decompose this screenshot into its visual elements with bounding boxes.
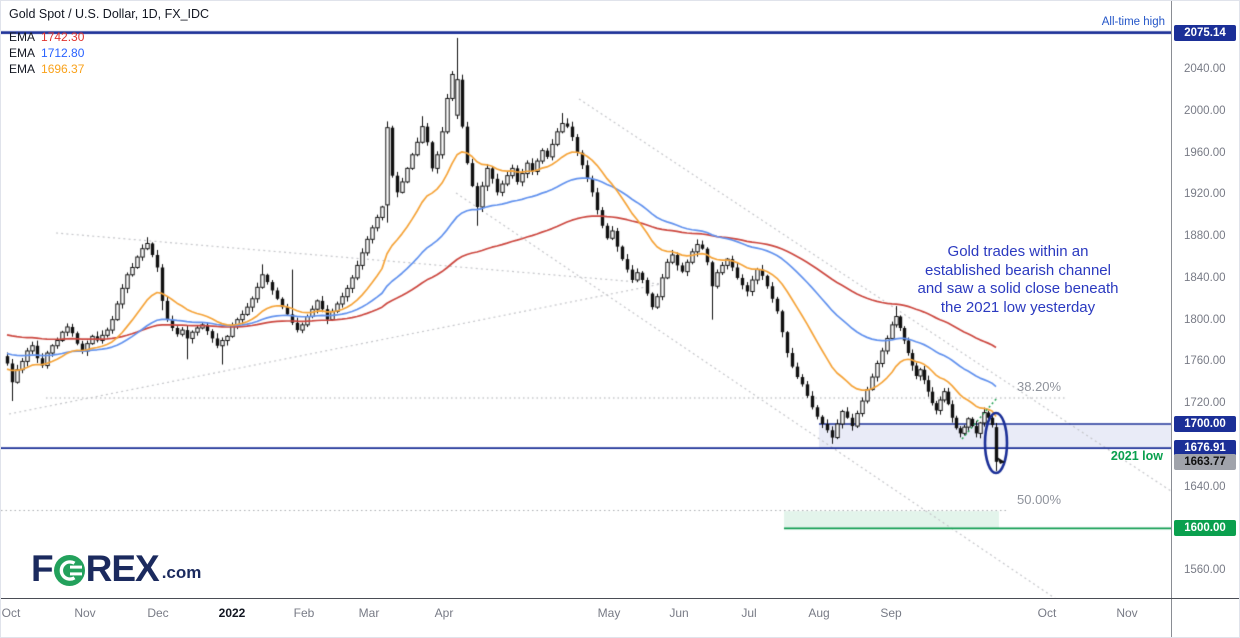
axis-horizontal-separator	[1, 598, 1239, 599]
price-badge: 1600.00	[1174, 520, 1236, 537]
ema-value: 1712.80	[41, 46, 85, 60]
time-axis-label: Dec	[147, 606, 169, 620]
chart-annotation-text[interactable]: Gold trades within an established bearis…	[898, 243, 1138, 317]
price-tick-label: 1840.00	[1184, 271, 1226, 284]
ema-legend-row[interactable]: EMA 1712.80	[9, 45, 209, 61]
time-axis-label: Oct	[1037, 606, 1057, 620]
price-badge: 1663.77	[1174, 453, 1236, 470]
axis-vertical-separator	[1171, 1, 1172, 637]
ema-value: 1742.30	[41, 30, 85, 44]
price-tick-label: 1640.00	[1184, 480, 1226, 493]
price-tick-label: 1760.00	[1184, 355, 1226, 368]
time-axis-label: Nov	[1116, 606, 1138, 620]
price-badge: 1676.91	[1174, 440, 1236, 457]
logo-text-f: F	[31, 548, 54, 589]
time-axis-label: Jul	[741, 606, 757, 620]
ema-value: 1696.37	[41, 62, 85, 76]
annotation-line: the 2021 low yesterday	[940, 298, 1096, 316]
time-axis-label: 2022	[218, 606, 246, 620]
price-tick-label: 1960.00	[1184, 146, 1226, 159]
logo-text-rex: REX	[85, 548, 160, 589]
price-badge: 2075.14	[1174, 24, 1236, 41]
ema-legend-row[interactable]: EMA 1742.30	[9, 29, 209, 45]
time-axis-label: Aug	[808, 606, 830, 620]
time-axis-label: Oct	[1, 606, 21, 620]
price-tick-label: 2000.00	[1184, 104, 1226, 117]
price-axis[interactable]: 2040.00 2000.00 1960.00 1920.00 1880.00 1840.…	[1172, 1, 1239, 598]
price-tick-label: 1920.00	[1184, 188, 1226, 201]
fib-382-label: 38.20%	[1017, 379, 1062, 394]
ema-label: EMA	[9, 62, 36, 76]
ema-label: EMA	[9, 46, 36, 60]
annotation-line: Gold trades within an	[947, 243, 1089, 260]
ema-legend-row[interactable]: EMA 1696.37	[9, 61, 209, 77]
forex-plug-icon	[53, 554, 85, 586]
all-time-high-label: All-time high	[1101, 16, 1165, 28]
price-badge: 1700.00	[1174, 416, 1236, 432]
time-axis-label: Nov	[74, 606, 96, 620]
price-tick-label: 1800.00	[1184, 313, 1226, 326]
logo-text-com: .com	[161, 563, 202, 582]
pane-legend: Gold Spot / U.S. Dollar, 1D, FX_IDC EMA 1…	[9, 7, 209, 77]
time-axis[interactable]: Oct Nov Dec 2022 Feb Mar Apr May Jun Jul Aug Sep Oct…	[1, 599, 1171, 637]
price-tick-label: 1720.00	[1184, 397, 1226, 410]
time-axis-label: Apr	[434, 606, 454, 620]
time-axis-label: Jun	[669, 606, 689, 620]
time-axis-label: May	[597, 606, 621, 620]
fib-50-label: 50.00%	[1017, 492, 1062, 507]
price-tick-label: 1560.00	[1184, 564, 1226, 577]
price-tick-label: 2040.00	[1184, 63, 1226, 76]
price-tick-label: 1880.00	[1184, 230, 1226, 243]
symbol-title[interactable]: Gold Spot / U.S. Dollar, 1D, FX_IDC	[9, 7, 210, 21]
annotation-line: established bearish channel	[925, 261, 1111, 279]
annotation-line: and saw a solid close beneath	[917, 280, 1119, 297]
time-axis-label: Feb	[293, 606, 315, 620]
time-axis-label: Sep	[880, 606, 902, 620]
price-chart-canvas[interactable]	[1, 1, 1171, 598]
time-axis-label: Mar	[358, 606, 380, 620]
2021-low-label: 2021 low	[1110, 449, 1163, 463]
forex-com-logo: F REX .com	[31, 550, 201, 588]
ema-label: EMA	[9, 30, 36, 44]
